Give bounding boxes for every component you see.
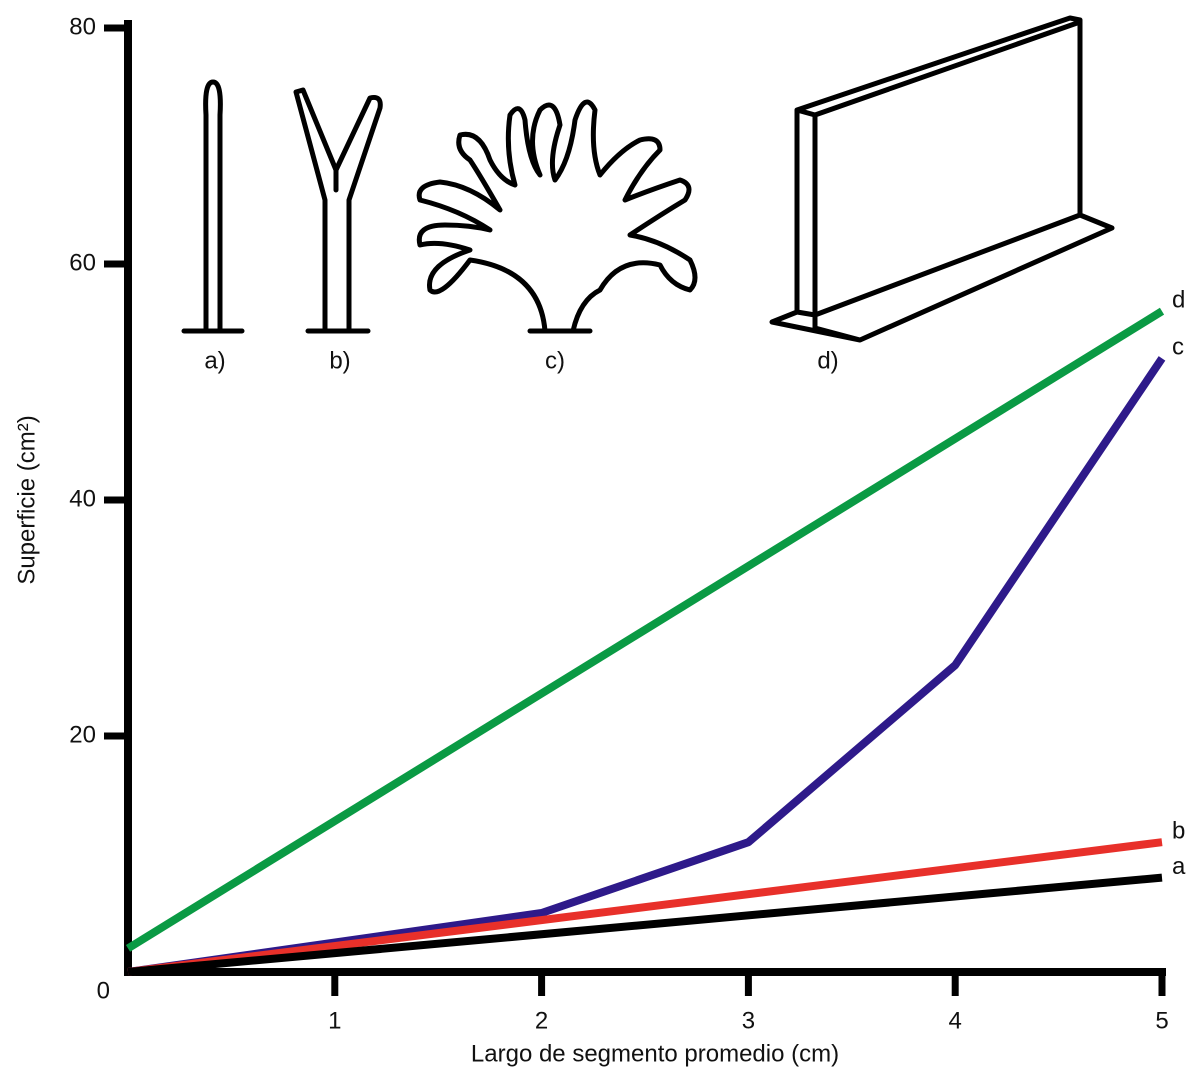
annotation: a): [204, 347, 225, 374]
x-axis-label: Largo de segmento promedio (cm): [471, 1040, 839, 1067]
series-line: [128, 878, 1162, 972]
x-tick-label: 5: [1155, 1007, 1168, 1034]
x-tick-label: 3: [742, 1007, 755, 1034]
y-tick-label: 40: [69, 485, 96, 512]
x-tick-label: 1: [328, 1007, 341, 1034]
y-tick-label: 20: [69, 721, 96, 748]
illustrations: a) b) c) d): [184, 18, 1112, 374]
series-line: [128, 842, 1162, 972]
illustration-a: [184, 82, 242, 331]
x-tick-label: 2: [535, 1007, 548, 1034]
series-label: a: [1172, 853, 1186, 880]
series-label: c: [1172, 334, 1184, 361]
annotation: b): [329, 347, 350, 374]
y-axis-label: Superficie (cm²): [13, 415, 40, 584]
illustration-b: [296, 90, 380, 331]
series-line: [128, 311, 1162, 948]
annotation: c): [545, 347, 565, 374]
y-tick-label: 80: [69, 13, 96, 40]
annotation: d): [817, 347, 838, 374]
illustration-c: [419, 102, 695, 331]
series-label: d: [1172, 287, 1185, 314]
illustration-d: [772, 18, 1112, 340]
y-tick-label: 60: [69, 249, 96, 276]
series-line: [128, 358, 1162, 972]
x-tick-label: 4: [949, 1007, 962, 1034]
series-label: b: [1172, 818, 1185, 845]
chart: a) b) c) d) Largo de segmento promedio (…: [0, 0, 1192, 1074]
y-tick-label: 0: [97, 977, 110, 1004]
